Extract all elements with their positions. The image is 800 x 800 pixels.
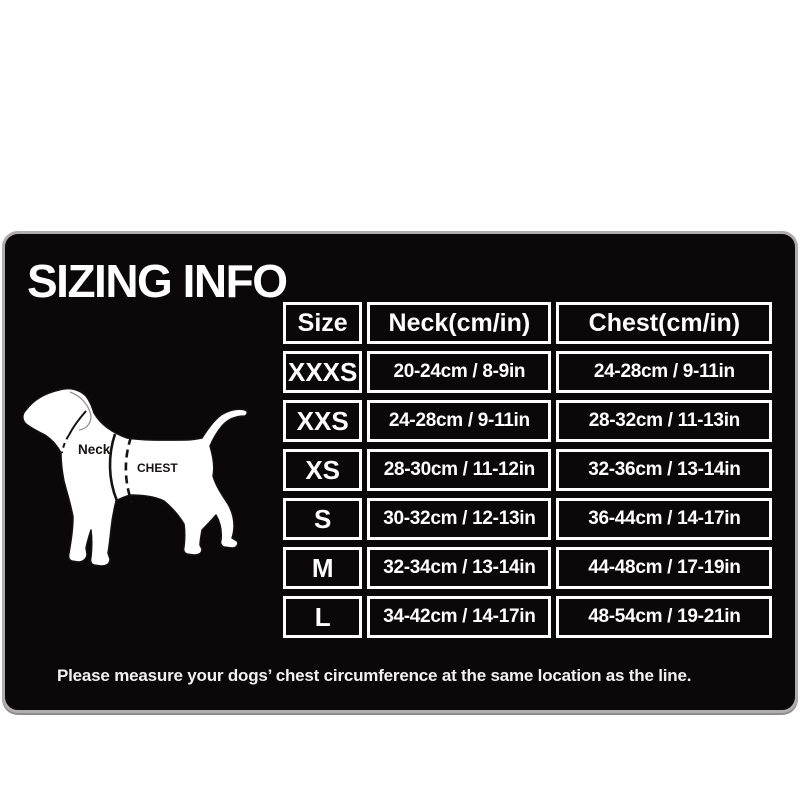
neck-label: Neck — [78, 442, 111, 457]
table-row: L 34-42cm / 14-17in 48-54cm / 19-21in — [283, 596, 773, 638]
neck-measure-line-dashed — [61, 434, 70, 454]
table-row: XS 28-30cm / 11-12in 32-36cm / 13-14in — [283, 449, 773, 491]
dog-silhouette — [22, 387, 248, 567]
value-cell: 24-28cm / 9-11in — [556, 351, 773, 393]
size-cell: XXS — [283, 400, 363, 442]
value-cell: 28-30cm / 11-12in — [367, 449, 552, 491]
dog-diagram-svg: Neck CHEST — [22, 387, 248, 567]
value-cell: 34-42cm / 14-17in — [367, 596, 552, 638]
value-cell: 28-32cm / 11-13in — [556, 400, 773, 442]
chest-label: CHEST — [137, 461, 178, 475]
size-cell: M — [283, 547, 363, 589]
value-cell: 48-54cm / 19-21in — [556, 596, 773, 638]
value-cell: 32-36cm / 13-14in — [556, 449, 773, 491]
chest-band-front-line — [108, 433, 119, 502]
table-row: XXS 24-28cm / 9-11in 28-32cm / 11-13in — [283, 400, 773, 442]
dog-measurement-diagram: Neck CHEST — [18, 383, 262, 585]
size-cell: L — [283, 596, 363, 638]
value-cell: 36-44cm / 14-17in — [556, 498, 773, 540]
chest-measure-line-dashed — [124, 436, 134, 504]
value-cell: 44-48cm / 17-19in — [556, 547, 773, 589]
dog-ear-line — [69, 391, 92, 431]
value-cell: 24-28cm / 9-11in — [367, 400, 552, 442]
size-cell: XXXS — [283, 351, 363, 393]
size-cell: S — [283, 498, 363, 540]
table-row: S 30-32cm / 12-13in 36-44cm / 14-17in — [283, 498, 773, 540]
header-cell: Chest(cm/in) — [556, 302, 773, 344]
value-cell: 20-24cm / 8-9in — [367, 351, 552, 393]
header-cell: Neck(cm/in) — [367, 302, 552, 344]
table-row: XXXS 20-24cm / 8-9in 24-28cm / 9-11in — [283, 351, 773, 393]
value-cell: 32-34cm / 13-14in — [367, 547, 552, 589]
table-row: M 32-34cm / 13-14in 44-48cm / 17-19in — [283, 547, 773, 589]
page-title: SIZING INFO — [27, 255, 288, 307]
size-cell: XS — [283, 449, 363, 491]
measurement-note: Please measure your dogs’ chest circumfe… — [57, 666, 692, 685]
neck-measure-line-solid — [68, 410, 87, 436]
value-cell: 30-32cm / 12-13in — [367, 498, 552, 540]
header-row: Size Neck(cm/in) Chest(cm/in) — [283, 302, 773, 344]
header-cell: Size — [283, 302, 363, 344]
size-table: Size Neck(cm/in) Chest(cm/in) XXXS 20-24cm /… — [278, 295, 777, 645]
